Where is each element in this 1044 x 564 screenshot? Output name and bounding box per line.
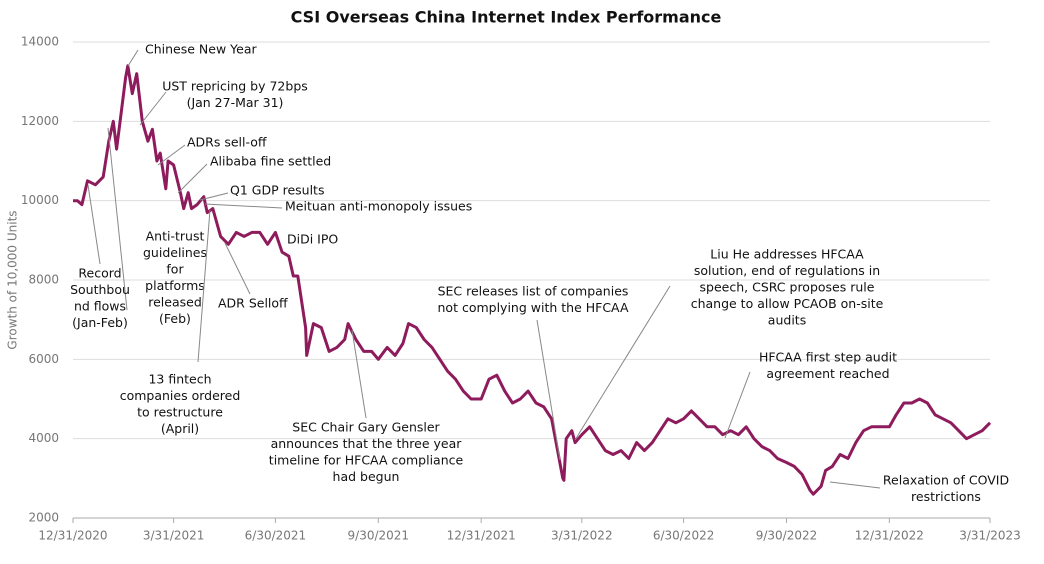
annotation-leader [829, 481, 881, 489]
annotation: Chinese New Year [145, 42, 257, 57]
y-tick-label: 12000 [21, 114, 59, 128]
annotation-leader [224, 242, 251, 295]
y-tick-label: 14000 [21, 35, 59, 49]
x-tick-label: 3/31/2021 [143, 529, 205, 543]
annotation: guidelines [143, 245, 207, 260]
annotation-leader [199, 192, 229, 201]
annotation: companies ordered [120, 388, 241, 403]
y-tick-label: 2000 [28, 511, 59, 525]
annotation-leader [536, 319, 561, 461]
annotation-leader [724, 371, 751, 439]
annotation-leader [87, 184, 101, 265]
annotation: for [166, 262, 184, 277]
annotation: (Feb) [159, 311, 191, 326]
annotation: Southbou [70, 282, 130, 297]
annotation: Anti-trust [146, 229, 205, 244]
annotation-leader [139, 91, 167, 126]
annotation: platforms [145, 278, 205, 293]
annotation-leader [351, 329, 367, 419]
annotation-leader [127, 49, 139, 67]
x-tick-label: 3/31/2022 [551, 529, 613, 543]
annotation: restrictions [911, 489, 981, 504]
annotation: SEC releases list of companies [438, 284, 629, 299]
annotation: Q1 GDP results [230, 183, 324, 198]
y-tick-label: 6000 [28, 352, 59, 366]
y-axis-label: Growth of 10,000 Units [6, 210, 20, 349]
annotation: UST repricing by 72bps [162, 79, 308, 94]
annotation: change to allow PCAOB on-site [691, 296, 884, 311]
annotation: ADR Selloff [218, 296, 288, 311]
x-tick-label: 6/30/2022 [653, 529, 715, 543]
annotation: 13 fintech [148, 372, 211, 387]
x-tick-label: 12/31/2020 [38, 529, 107, 543]
annotation-leader [157, 144, 186, 166]
annotation: audits [768, 313, 806, 328]
annotation: (Jan 27-Mar 31) [187, 95, 284, 110]
annotation: had begun [333, 469, 400, 484]
x-tick-label: 9/30/2022 [756, 529, 818, 543]
annotation: to restructure [137, 405, 223, 420]
annotation-leader [204, 203, 283, 209]
annotation: Alibaba fine settled [210, 154, 331, 169]
annotation: (April) [161, 421, 199, 436]
x-tick-label: 9/30/2021 [348, 529, 410, 543]
annotation: timeline for HFCAA compliance [269, 453, 464, 468]
annotation: nd flows [74, 299, 126, 314]
annotation: Meituan anti-monopoly issues [285, 199, 472, 214]
chart-title: CSI Overseas China Internet Index Perfor… [291, 8, 722, 27]
annotation-leader [177, 163, 208, 194]
annotation-leader [197, 209, 211, 363]
annotation: solution, end of regulations in [694, 263, 880, 278]
x-tick-label: 12/31/2021 [447, 529, 516, 543]
annotation: announces that the three year [271, 436, 463, 451]
x-tick-label: 12/31/2022 [855, 529, 924, 543]
y-tick-label: 4000 [28, 431, 59, 445]
x-tick-label: 3/31/2023 [959, 529, 1021, 543]
data-line [73, 64, 992, 496]
annotation-leader [107, 127, 128, 311]
annotation-leader [574, 285, 671, 441]
annotation: Liu He addresses HFCAA [710, 247, 864, 262]
annotation: Relaxation of COVID [883, 473, 1009, 488]
annotation: not complying with the HFCAA [438, 300, 629, 315]
annotation: (Jan-Feb) [72, 315, 128, 330]
annotation: HFCAA first step audit [759, 350, 897, 365]
annotation: Record [78, 266, 121, 281]
annotation: speech, CSRC proposes rule [700, 280, 875, 295]
annotation: agreement reached [766, 366, 889, 381]
annotation: released [148, 295, 202, 310]
y-tick-label: 10000 [21, 193, 59, 207]
y-tick-label: 8000 [28, 273, 59, 287]
x-tick-label: 6/30/2021 [245, 529, 307, 543]
annotation: DiDi IPO [287, 232, 338, 247]
annotation: ADRs sell-off [187, 135, 267, 150]
annotation: SEC Chair Gary Gensler [292, 420, 440, 435]
